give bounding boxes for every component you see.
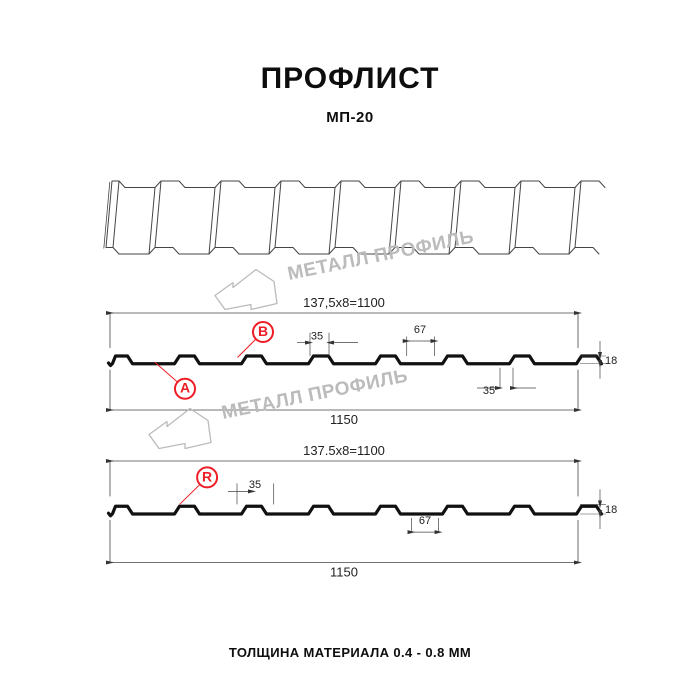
svg-text:R: R — [202, 468, 212, 484]
svg-text:67: 67 — [419, 515, 431, 527]
svg-text:1150: 1150 — [330, 565, 358, 580]
svg-text:137.5x8=1100: 137.5x8=1100 — [303, 443, 385, 458]
svg-text:137,5x8=1100: 137,5x8=1100 — [303, 295, 385, 310]
svg-text:18: 18 — [605, 504, 617, 516]
svg-text:35: 35 — [483, 385, 495, 397]
svg-text:B: B — [258, 323, 268, 339]
svg-text:35: 35 — [249, 479, 261, 491]
svg-text:A: A — [180, 380, 190, 396]
svg-text:18: 18 — [605, 355, 617, 367]
svg-text:67: 67 — [414, 324, 426, 336]
svg-text:35: 35 — [311, 331, 323, 343]
svg-text:1150: 1150 — [330, 412, 358, 427]
